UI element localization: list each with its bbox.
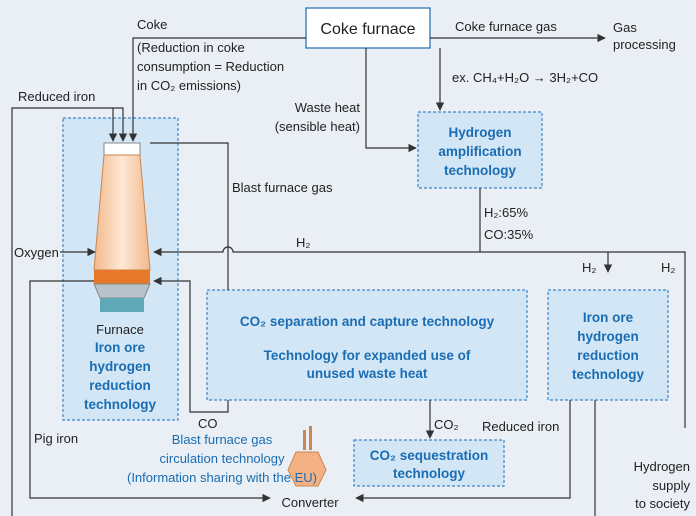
furnace-label: Furnace — [96, 322, 144, 337]
oxygen: Oxygen — [14, 245, 59, 260]
co2-sequestration: CO₂ sequestration technology — [370, 448, 489, 481]
coke-furnace: Coke furnace — [320, 21, 415, 38]
blast-furnace-gas: Blast furnace gas — [232, 180, 333, 195]
coke-note: (Reduction in coke consumption = Reductio… — [137, 40, 284, 93]
converter: Converter — [281, 495, 339, 510]
waste-heat: Waste heat (sensible heat) — [275, 100, 361, 134]
coke: Coke — [137, 17, 167, 32]
reduced-iron-top: Reduced iron — [18, 89, 95, 104]
h2-label: H₂ — [661, 260, 675, 275]
reduced-iron-bottom: Reduced iron — [482, 419, 559, 434]
connectors — [11, 33, 686, 516]
h2-label: H₂ — [582, 260, 596, 275]
co2-separation: CO₂ separation and capture technology — [240, 314, 495, 329]
gas-processing: Gas processing — [613, 20, 676, 52]
hydrogen-box — [417, 111, 543, 189]
iron-ore-box — [547, 289, 669, 401]
co2: CO₂ — [434, 417, 459, 432]
hydrogen-supply: Hydrogen supply to society — [634, 459, 691, 511]
converter-icon — [287, 426, 327, 487]
sequestration-box — [353, 439, 505, 487]
waste-heat-technology: Technology for expanded use of unused was… — [264, 348, 471, 381]
coke-furnace-box — [305, 7, 431, 49]
h2-label: H₂ — [296, 235, 310, 250]
co2-box — [206, 289, 528, 401]
circulation: Blast furnace gas circulation technology(… — [127, 432, 317, 485]
coke-furnace-gas: Coke furnace gas — [455, 19, 557, 34]
composition: H₂:65% CO:35% — [484, 205, 534, 242]
reaction: ex. CH₄+H₂O → 3H₂+CO — [452, 70, 598, 85]
iron-ore-right: Iron ore hydrogen reduction technology — [572, 310, 644, 382]
co: CO — [198, 416, 218, 431]
furnace-technology: Iron ore hydrogen reduction technology — [84, 340, 156, 412]
furnace-graphic — [93, 142, 151, 312]
pig-iron: Pig iron — [34, 431, 78, 446]
hydrogen-amplification: Hydrogen amplification technology — [438, 125, 521, 178]
